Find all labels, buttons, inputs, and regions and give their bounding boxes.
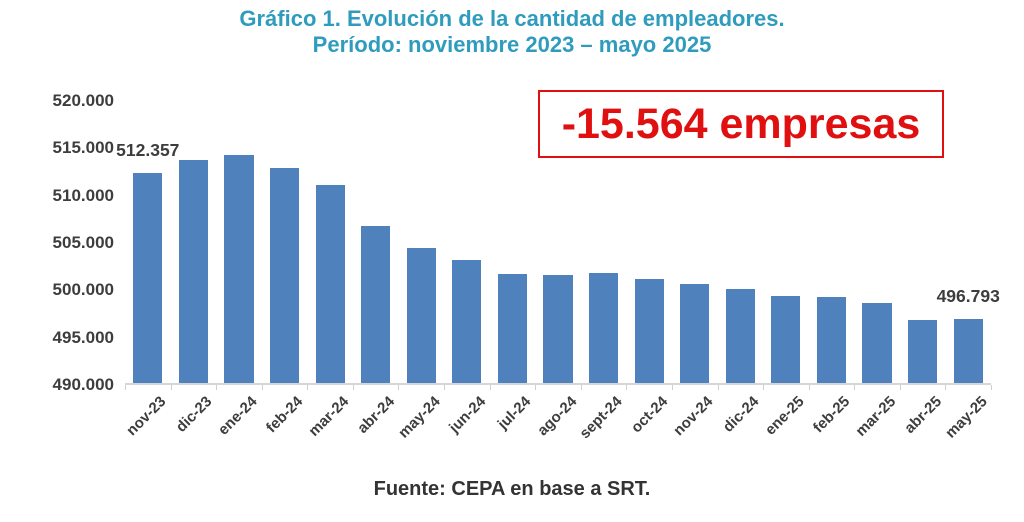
plot-area: nov-23 dic-23 ene-24 feb-24 mar-24 abr-24 may-… [116,101,1000,442]
bar-value-label-nov-23: 512.357 [116,139,180,160]
bar-slot-dic-24 [718,101,764,383]
x-axis-label-jul-24: jul-24 [494,393,535,433]
x-axis-label-feb-25: feb-25 [810,393,854,437]
bar-slot-nov-23 [125,101,171,383]
bar-nov-24 [680,284,710,383]
x-axis-label-abr-25: abr-25 [900,393,945,437]
x-axis-tick [991,385,992,390]
bar-may-24 [406,247,436,383]
chart-title-line1: Gráfico 1. Evolución de la cantidad de e… [239,6,785,31]
bar-jun-24 [452,260,482,383]
bar-jul-24 [497,274,527,383]
bar-slot-dic-23 [171,101,217,383]
x-axis-tick [763,385,765,390]
bar-slot-jun-24 [444,101,490,383]
x-axis-tick [808,385,810,390]
x-axis-label-ene-24: ene-24 [215,393,261,439]
x-axis-label-sept-24: sept-24 [576,393,626,443]
x-axis-tick [626,385,628,390]
bar-slot-may-24 [398,101,444,383]
bar-slot-sept-24 [581,101,627,383]
x-axis-label-mar-24: mar-24 [305,393,353,440]
bar-abr-25 [908,320,938,383]
annotation-text: -15.564 empresas [561,99,921,148]
y-tick-label: 495.000 [52,327,114,347]
bar-feb-25 [816,297,847,383]
x-axis-label-dic-23: dic-23 [172,393,216,436]
x-axis-tick [899,385,901,390]
y-tick-label: 515.000 [52,138,114,158]
x-axis-tick [307,385,309,390]
x-axis-label-jun-24: jun-24 [445,393,489,437]
bar-ene-25 [771,296,801,383]
x-axis-tick [352,385,354,390]
bar-slot-ene-24 [216,101,262,383]
x-axis-tick [444,385,446,390]
bar-may-25 [953,319,983,383]
source-note: Fuente: CEPA en base a SRT. [373,478,651,500]
x-axis-tick [854,385,856,390]
bar-dic-23 [178,160,208,383]
x-axis-tick [671,385,673,390]
bar-slot-oct-24 [626,101,672,383]
x-axis-label-nov-23: nov-23 [123,393,170,440]
bar-slot-jul-24 [490,101,536,383]
x-axis-label-abr-24: abr-24 [353,393,398,437]
x-axis-tick [261,385,263,390]
annotation-box: -15.564 empresas [538,90,944,158]
x-axis-label-oct-24: oct-24 [627,393,672,437]
chart-title-line2: Período: noviembre 2023 – mayo 2025 [312,32,712,57]
bar-feb-24 [269,167,300,383]
y-tick-label: 510.000 [52,185,114,205]
chart-title: Gráfico 1. Evolución de la cantidad de e… [0,6,1024,58]
x-axis-tick [717,385,719,390]
bar-slot-feb-25 [809,101,855,383]
x-axis-label-mar-25: mar-25 [852,393,900,440]
x-axis-label-may-25: may-25 [941,393,991,442]
bar-slot-mar-24 [307,101,353,383]
x-axis-label-nov-24: nov-24 [670,393,717,440]
bar-ago-24 [543,274,573,383]
x-axis-label-may-24: may-24 [394,393,444,442]
bar-slot-abr-25 [900,101,946,383]
bar-value-label-may-25: 496.793 [936,286,1000,307]
bar-dic-24 [725,288,755,383]
x-axis-tick [580,385,582,390]
x-axis-tick [945,385,947,390]
bar-mar-24 [315,184,345,383]
x-axis-tick [125,385,126,390]
bars-container [125,101,991,383]
bar-ene-24 [224,155,254,383]
bar-oct-24 [634,279,664,383]
bar-slot-may-25 [945,101,991,383]
bar-sept-24 [588,272,619,383]
x-axis-label-ene-25: ene-25 [762,393,808,439]
bar-nov-23 [133,172,163,383]
x-axis-tick [535,385,537,390]
bar-mar-25 [862,303,892,383]
bar-slot-ago-24 [535,101,581,383]
x-axis-label-dic-24: dic-24 [719,393,763,436]
bar-slot-abr-24 [353,101,399,383]
bar-slot-nov-24 [672,101,718,383]
x-axis-tick [398,385,400,390]
x-axis-tick [489,385,491,390]
y-tick-label: 500.000 [52,280,114,300]
x-axis-tick [216,385,218,390]
y-tick-label: 505.000 [52,233,114,252]
bar-abr-24 [361,225,391,383]
y-axis: 520.000 515.000 510.000 505.000 500.000 495.0… [20,91,114,394]
x-axis-tick [170,385,172,390]
y-tick-label: 490.000 [52,375,114,394]
bar-slot-ene-25 [763,101,809,383]
x-axis-label-ago-24: ago-24 [533,393,581,440]
bar-slot-feb-24 [262,101,308,383]
x-axis-label-feb-24: feb-24 [263,393,307,437]
bar-slot-mar-25 [854,101,900,383]
y-tick-label: 520.000 [52,91,114,110]
